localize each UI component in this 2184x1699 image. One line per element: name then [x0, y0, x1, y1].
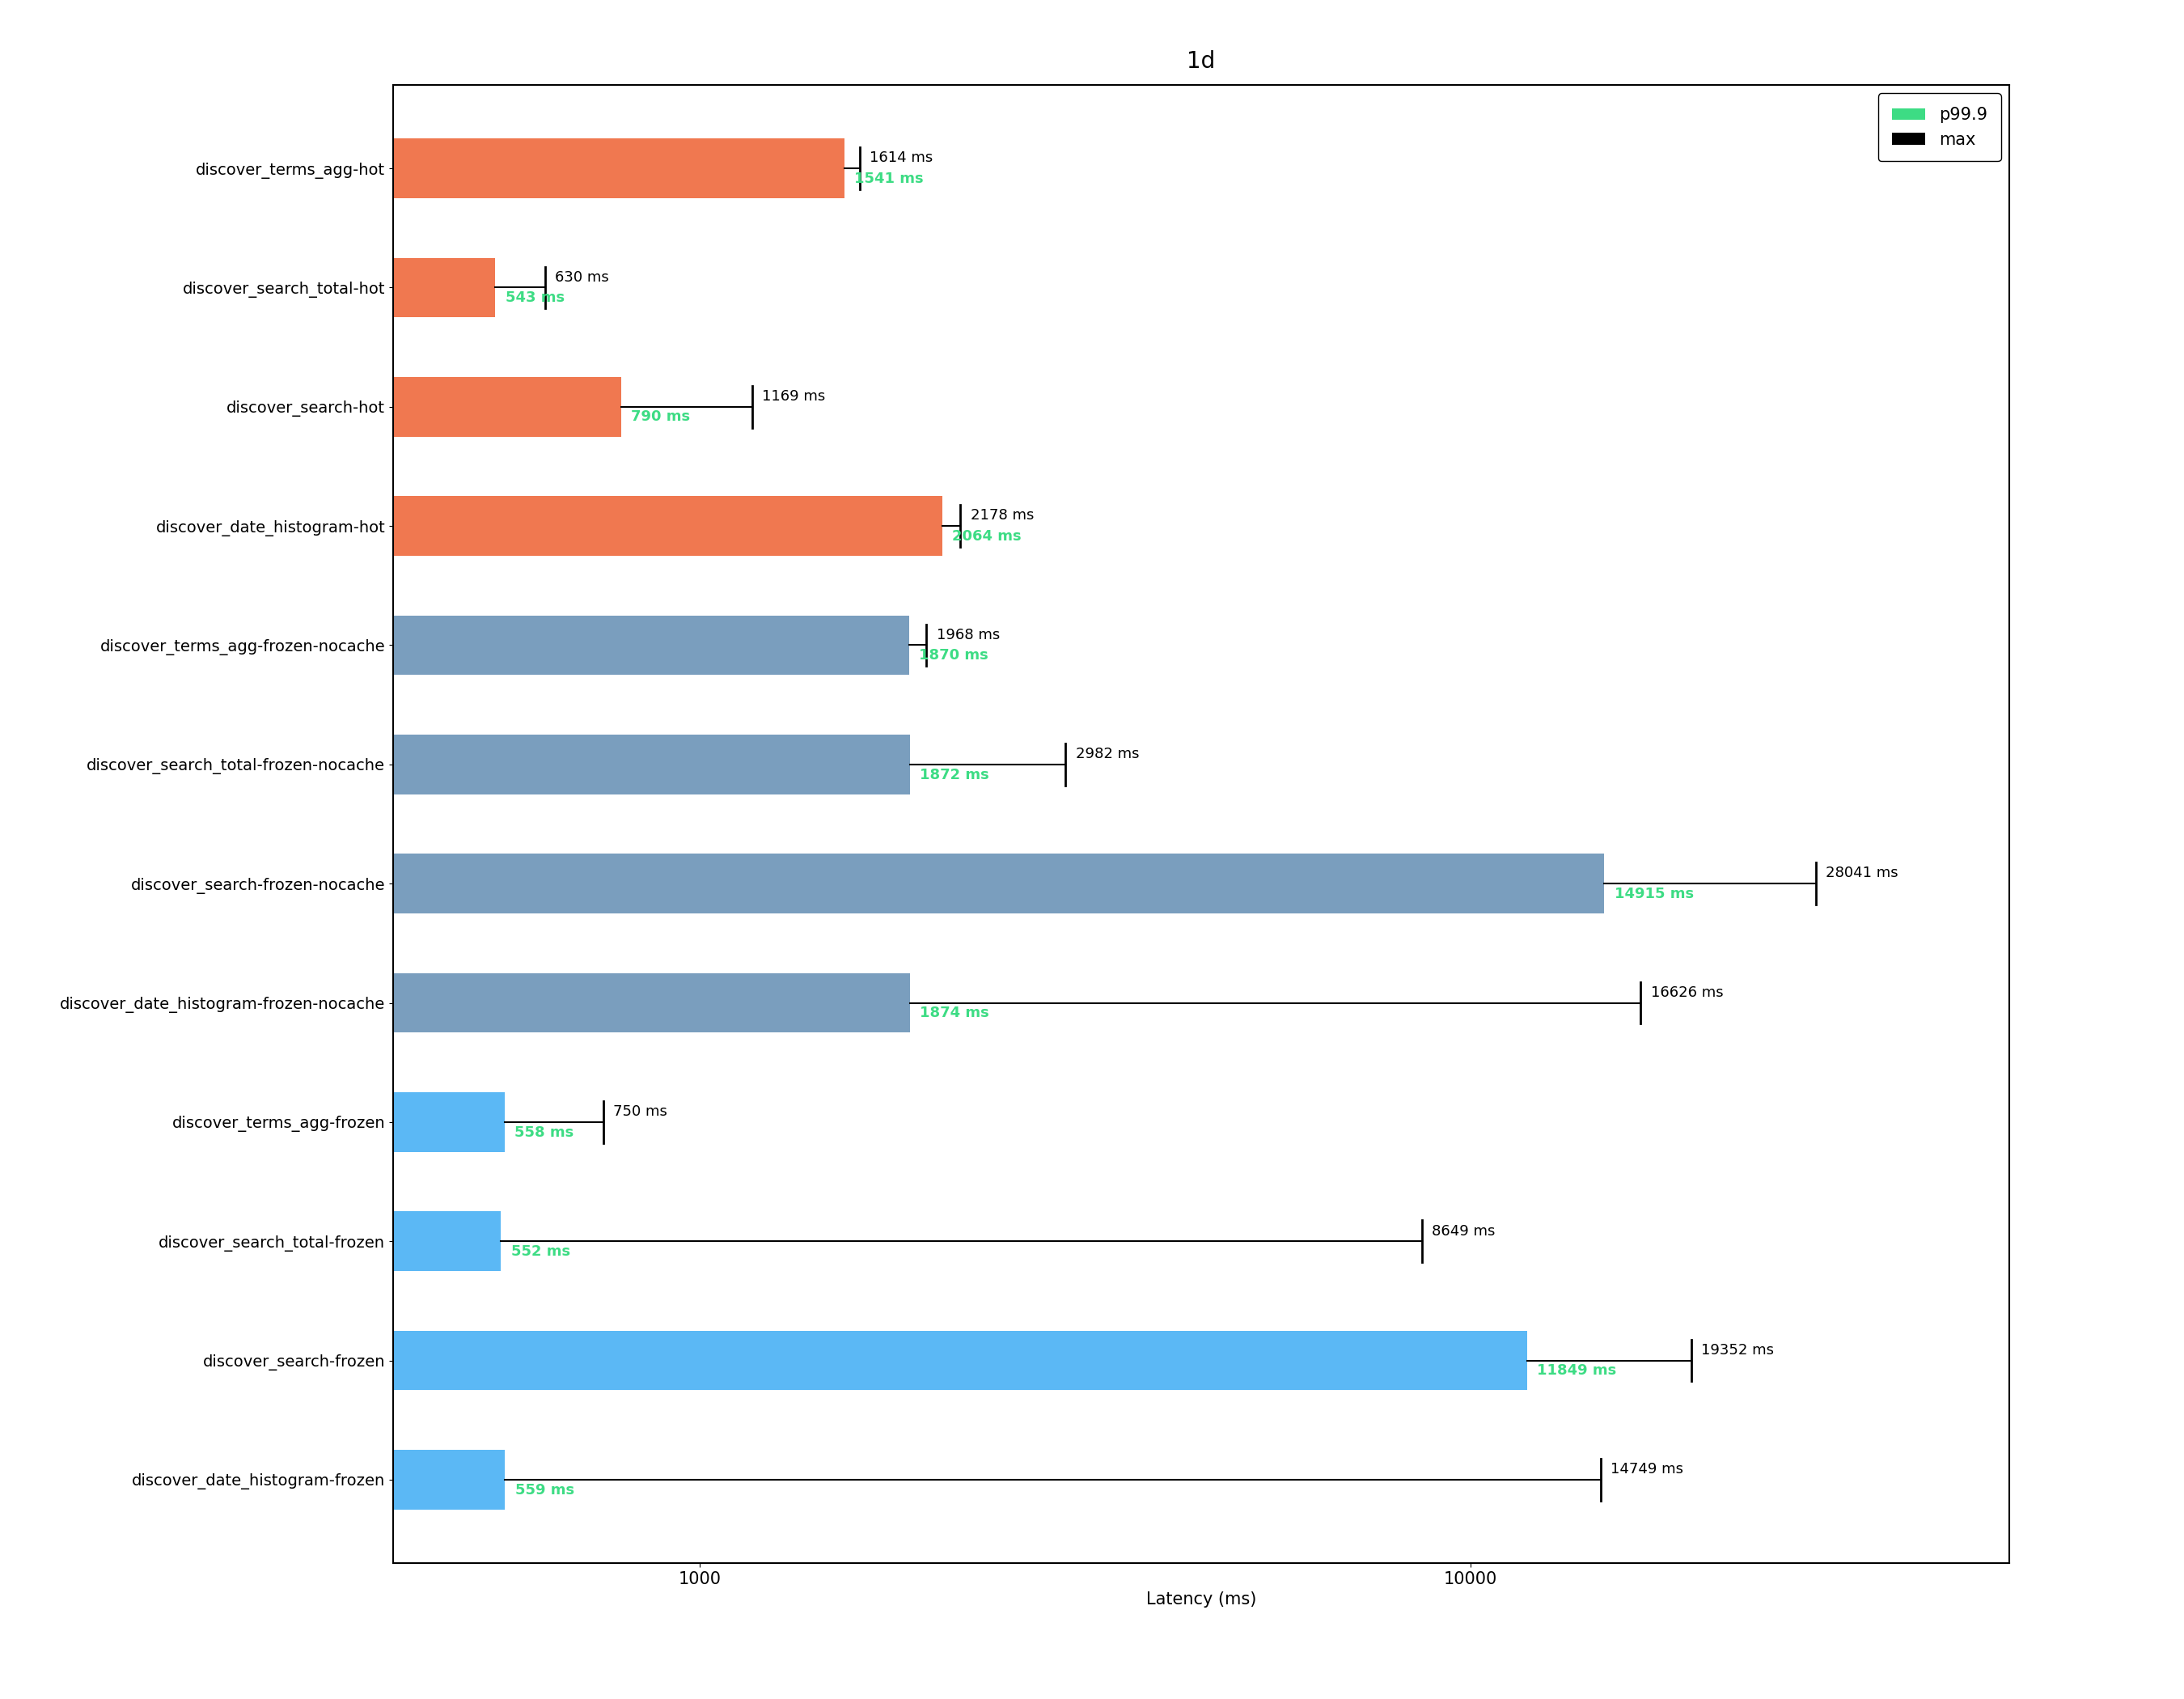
Text: 552 ms: 552 ms [511, 1244, 570, 1259]
Bar [0, 377, 620, 437]
Bar [0, 734, 911, 793]
Bar [0, 258, 496, 318]
Text: 630 ms: 630 ms [555, 270, 609, 285]
Text: 2178 ms: 2178 ms [970, 508, 1033, 523]
Bar [0, 496, 941, 556]
Text: 558 ms: 558 ms [515, 1125, 574, 1140]
Text: 559 ms: 559 ms [515, 1483, 574, 1497]
Text: 8649 ms: 8649 ms [1433, 1223, 1496, 1239]
Text: 1870 ms: 1870 ms [919, 649, 989, 663]
Bar [0, 615, 909, 675]
Text: 2982 ms: 2982 ms [1075, 748, 1138, 761]
Text: 750 ms: 750 ms [614, 1104, 668, 1120]
Bar [0, 1449, 505, 1509]
Title: 1d: 1d [1186, 51, 1216, 73]
Bar [0, 1092, 505, 1152]
Text: 1169 ms: 1169 ms [762, 389, 826, 404]
Text: 2064 ms: 2064 ms [952, 528, 1022, 544]
Bar [0, 139, 845, 199]
Text: 1968 ms: 1968 ms [937, 627, 1000, 642]
Text: 1541 ms: 1541 ms [854, 172, 924, 185]
Text: 14749 ms: 14749 ms [1610, 1463, 1684, 1476]
Text: 1872 ms: 1872 ms [919, 768, 989, 782]
Text: 543 ms: 543 ms [505, 291, 563, 306]
X-axis label: Latency (ms): Latency (ms) [1147, 1592, 1256, 1607]
Text: 14915 ms: 14915 ms [1614, 887, 1693, 900]
Text: 16626 ms: 16626 ms [1651, 985, 1723, 999]
Text: 1874 ms: 1874 ms [919, 1006, 989, 1021]
Text: 1614 ms: 1614 ms [869, 151, 933, 165]
Text: 19352 ms: 19352 ms [1701, 1342, 1773, 1358]
Bar [0, 855, 1605, 914]
Bar [0, 1211, 500, 1271]
Text: 11849 ms: 11849 ms [1538, 1363, 1616, 1378]
Text: 28041 ms: 28041 ms [1826, 866, 1898, 880]
Text: 790 ms: 790 ms [631, 409, 690, 425]
Legend: p99.9, max: p99.9, max [1878, 93, 2001, 161]
Bar [0, 974, 911, 1033]
Bar [0, 1330, 1527, 1390]
